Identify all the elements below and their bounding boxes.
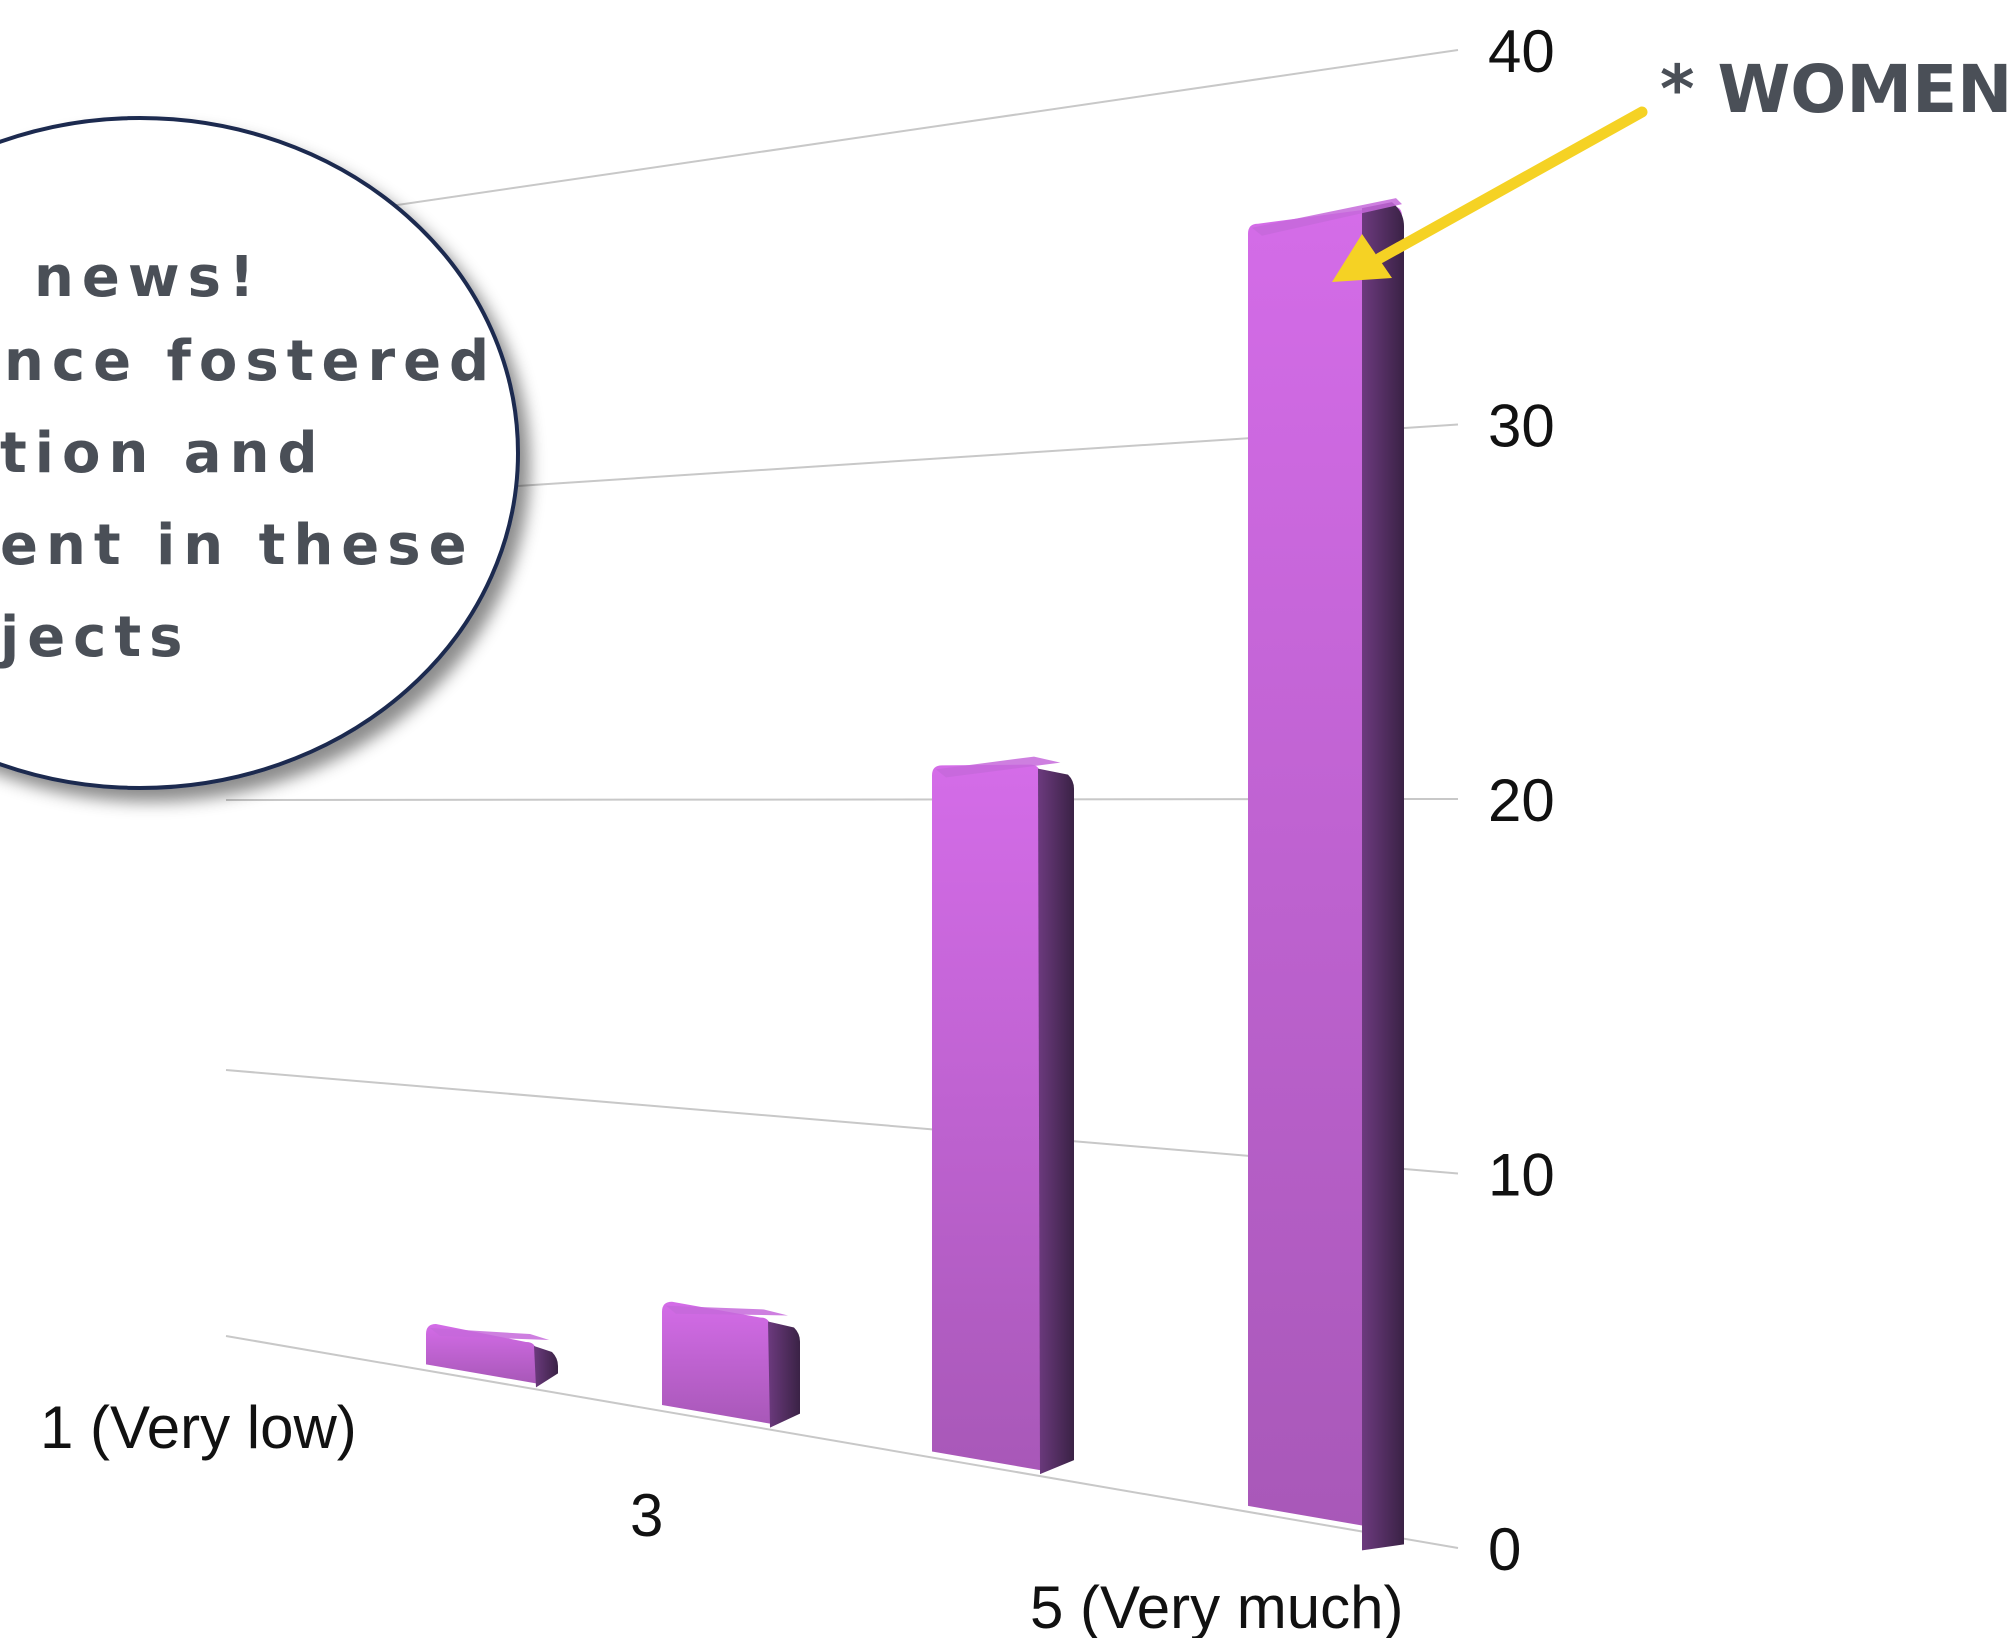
category-label: 5 (Very much)	[1030, 1574, 1403, 1638]
bar-side	[1038, 768, 1074, 1475]
callout-line-1: news!	[34, 245, 262, 310]
gridline-40	[225, 49, 1459, 231]
arrow-icon	[1332, 106, 1648, 282]
bar-front	[662, 1301, 770, 1424]
bar	[426, 1324, 558, 1388]
y-tick-label: 30	[1488, 393, 1555, 460]
category-label: 3	[630, 1482, 663, 1549]
bar	[662, 1301, 800, 1428]
bar	[1248, 198, 1404, 1551]
callout-bubble: news! nce fostered tion and ent in these…	[0, 116, 520, 790]
category-labels: 1 (Very low) 3 5 (Very much)	[40, 1394, 1403, 1638]
bar-front	[426, 1324, 536, 1384]
bar-top	[430, 1328, 550, 1341]
y-tick-label: 10	[1488, 1142, 1555, 1209]
women-label: * WOMEN	[1660, 51, 2012, 128]
gridline-0	[225, 1335, 1459, 1549]
bar	[932, 756, 1074, 1475]
y-tick-label: 20	[1488, 767, 1555, 834]
y-tick-label: 0	[1488, 1516, 1521, 1583]
bar-side	[534, 1346, 558, 1388]
bar-top	[936, 756, 1061, 778]
bar-top	[1252, 198, 1402, 236]
callout-line-4: ent in these	[0, 513, 475, 578]
bar-side	[1362, 202, 1404, 1551]
callout-line-2: nce fostered	[4, 329, 497, 394]
bar-side	[768, 1321, 800, 1428]
callout-ellipse	[0, 116, 520, 790]
callout-line-5: jects	[0, 605, 190, 670]
bar-top	[666, 1305, 788, 1316]
bars	[426, 198, 1404, 1551]
callout-line-3: tion and	[0, 421, 326, 486]
category-label: 1 (Very low)	[40, 1394, 357, 1461]
women-annotation: * WOMEN	[1332, 51, 2012, 282]
bar-front	[932, 764, 1040, 1471]
y-tick-label: 40	[1488, 18, 1555, 85]
y-axis-tick-labels: 0 10 20 30 40	[1488, 18, 1555, 1583]
